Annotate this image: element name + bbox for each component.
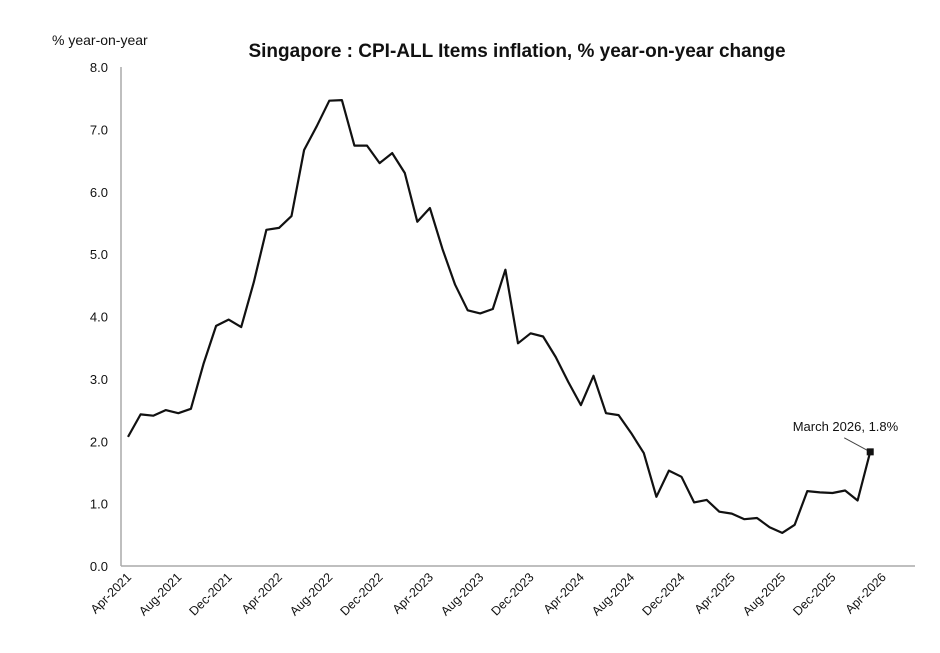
y-tick-label: 4.0 [90,310,108,325]
y-tick-label: 2.0 [90,434,108,449]
y-tick-label: 7.0 [90,122,108,137]
annotation-leader-line [843,437,869,452]
x-tick-label: Dec-2025 [790,570,838,618]
chart-title: Singapore : CPI-ALL Items inflation, % y… [248,41,785,62]
y-axis-label: % year-on-year [52,32,148,48]
last-point-marker [866,448,874,456]
y-tick-label: 5.0 [90,247,108,262]
x-tick-label: Aug-2023 [438,570,486,618]
x-tick-label: Apr-2023 [390,570,436,616]
x-tick-label: Dec-2022 [337,570,385,618]
x-tick-label: Aug-2021 [136,570,184,618]
y-tick-label: 0.0 [90,559,108,574]
y-tick-label: 6.0 [90,185,108,200]
x-tick-label: Apr-2026 [843,570,889,616]
x-tick-label: Dec-2023 [488,570,536,618]
x-tick-label: Aug-2024 [589,570,637,618]
y-tick-label: 1.0 [90,497,108,512]
x-tick-label: Aug-2022 [287,570,335,618]
x-tick-label: Apr-2022 [239,570,285,616]
x-tick-label: Dec-2021 [187,570,235,618]
series-line [127,99,872,534]
y-tick-label: 3.0 [90,372,108,387]
x-tick-label: Aug-2025 [740,570,788,618]
annotation-label: March 2026, 1.8% [793,419,899,434]
x-tick-label: Dec-2024 [639,570,687,618]
x-tick-label: Apr-2021 [88,570,134,616]
x-tick-label: Apr-2025 [692,570,738,616]
x-tick-label: Apr-2024 [541,570,587,616]
y-tick-label: 8.0 [90,60,108,75]
